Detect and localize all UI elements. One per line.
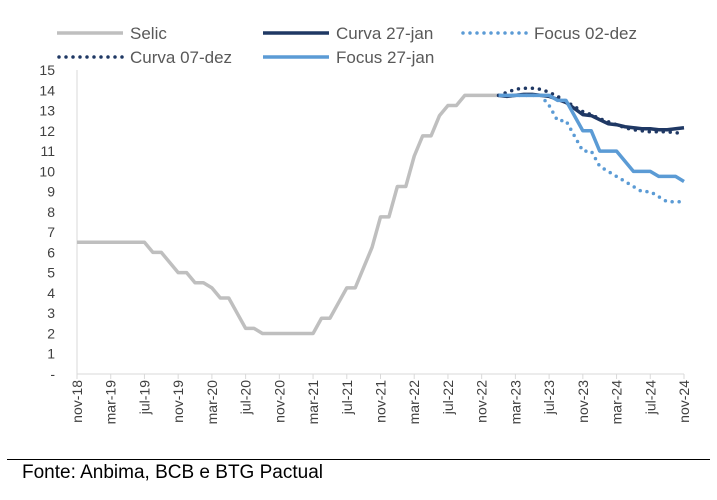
y-tick-label: 2 [47,325,55,341]
series-line-focus-02-dez [496,93,686,204]
y-tick-label: - [50,366,55,382]
source-note: Fonte: Anbima, BCB e BTG Pactual [22,462,323,483]
x-tick-label: nov-22 [474,380,490,423]
y-tick-label: 11 [40,143,55,159]
series-line-curva-27-jan [498,92,685,132]
legend-label: Focus 02-dez [534,24,637,43]
legend-item-selic: Selic [57,24,167,43]
legend-item-curva-27-jan: Curva 27-jan [263,24,433,43]
series-line-focus-27-jan [498,93,685,183]
y-tick-label: 6 [47,244,55,260]
x-tick-label: mar-21 [305,380,321,425]
legend-label: Curva 27-jan [336,24,433,43]
x-tick-label: nov-20 [271,380,287,423]
legend-label: Selic [130,24,167,43]
x-tick-label: nov-23 [575,380,591,423]
x-tick-label: nov-19 [170,380,186,423]
y-tick-label: 4 [47,285,55,301]
x-tick-label: mar-23 [507,380,523,425]
y-tick-label: 7 [47,224,55,240]
legend-item-focus-27-jan: Focus 27-jan [263,48,434,67]
x-tick-label: jul-21 [339,380,355,415]
x-tick-label: jul-24 [642,380,658,415]
series-line-selic [77,93,499,336]
series-layer [77,86,686,336]
y-tick-label: 10 [39,163,55,179]
legend: Selic Curva 27-jan Focus 02-dez Curva 07-de… [57,24,637,67]
x-tick-label: nov-24 [676,380,692,423]
x-tick-label: jul-23 [541,380,557,415]
y-tick-label: 13 [39,103,55,119]
y-tick-label: 12 [39,123,55,139]
legend-label: Curva 07-dez [130,48,232,67]
y-tick-label: 9 [47,184,55,200]
y-tick-label: 15 [39,62,55,78]
x-tick-label: jul-19 [136,380,152,415]
legend-item-focus-02-dez: Focus 02-dez [461,24,637,43]
y-tick-label: 8 [47,204,55,220]
y-tick-label: 3 [47,305,55,321]
y-tick-label: 1 [47,346,55,362]
y-tick-label: 5 [47,265,55,281]
legend-label: Focus 27-jan [336,48,434,67]
x-tick-label: nov-21 [373,380,389,423]
x-tick-label: nov-18 [69,380,85,423]
x-tick-label: jul-22 [440,380,456,415]
x-tick-label: mar-20 [204,380,220,425]
x-tick-label: jul-20 [238,380,254,415]
chart-area: Selic Curva 27-jan Focus 02-dez Curva 07-de… [39,24,692,425]
y-tick-label: 14 [39,82,55,98]
x-tick-label: mar-24 [609,380,625,425]
x-tick-label: mar-22 [406,380,422,425]
x-axis: nov-18 mar-19 jul-19 nov-19 mar-20 jul-20 nov-… [69,373,692,425]
legend-item-curva-07-dez: Curva 07-dez [57,48,232,67]
x-tick-label: mar-19 [103,380,119,425]
footer-divider [7,459,710,460]
